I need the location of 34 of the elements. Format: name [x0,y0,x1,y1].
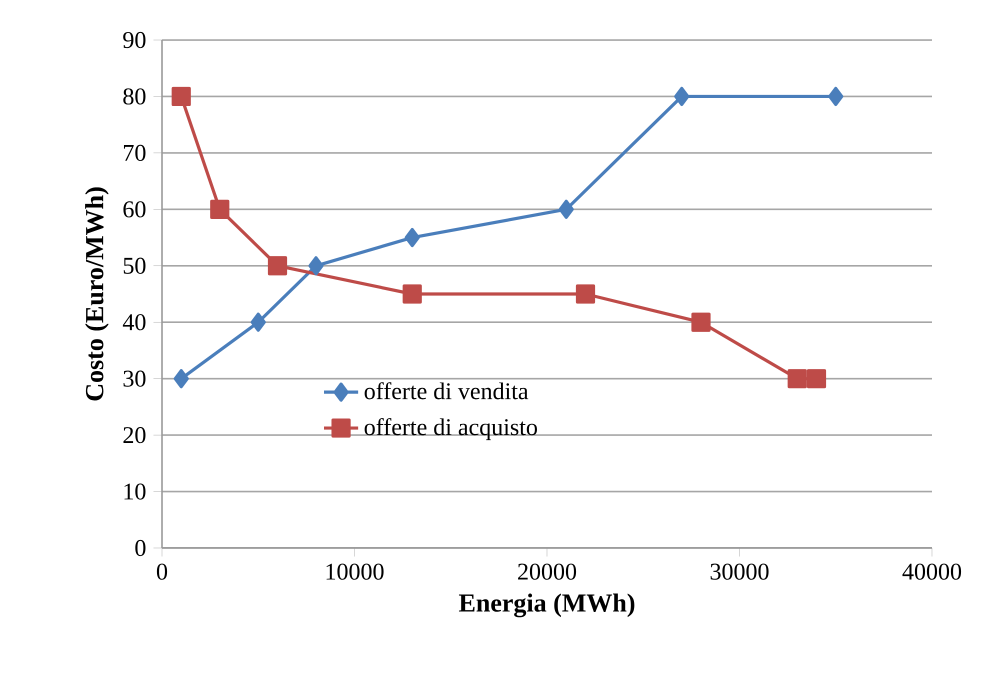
point [174,369,189,388]
y-tick-label: 20 [123,427,146,444]
point [404,228,420,248]
y-tick-label: 0 [135,540,146,556]
legend-label: offerte di acquisto [364,418,537,440]
y-tick-label: 30 [124,370,146,387]
y-tick-label: 40 [122,314,146,330]
x-tick-label: 40000 [902,564,962,580]
point [806,369,826,388]
point [250,312,266,332]
point [308,256,324,276]
point [576,284,596,304]
point [558,200,574,219]
point [268,256,288,276]
y-tick-label: 10 [124,483,146,500]
point [210,200,230,219]
point [788,369,807,388]
x-tick-label: 0 [156,564,168,580]
point [674,86,690,106]
y-tick-label: 60 [123,201,146,218]
point [402,284,422,304]
x-tick-label: 30000 [710,564,769,580]
y-axis-title: Costo (Euro/MWh) [85,187,109,400]
y-tick-label: 90 [123,32,146,48]
point [691,312,711,332]
y-tick-label: 50 [124,258,146,274]
x-tick-label: 10000 [326,564,384,580]
y-tick-label: 70 [124,144,146,161]
point [828,86,844,106]
x-tick-label: 20000 [518,564,576,580]
point [172,86,191,106]
x-axis-title: Energia (MWh) [458,594,634,618]
legend-label: offerte di vendita [364,382,528,400]
y-tick-label: 80 [123,88,146,105]
